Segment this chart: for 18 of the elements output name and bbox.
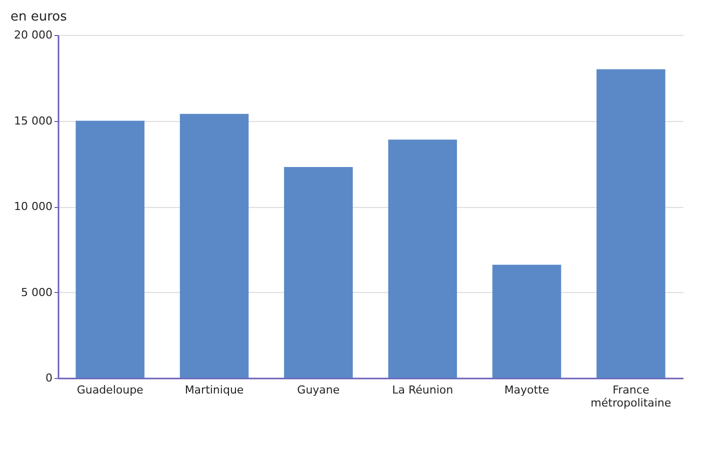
y-tick-label: 20 000 <box>14 28 52 42</box>
bar <box>492 264 562 378</box>
x-tick-label: Martinique <box>184 384 244 396</box>
x-tick-label: Guadeloupe <box>76 384 144 396</box>
bar <box>596 69 666 378</box>
y-tick-label: 10 000 <box>14 200 52 213</box>
y-axis-title: en euros <box>10 10 68 24</box>
bar <box>388 140 457 378</box>
x-tick-label: La Réunion <box>392 384 454 396</box>
y-tick-label: 0 <box>46 372 52 384</box>
y-tick-label: 5 000 <box>21 286 52 299</box>
bar <box>284 167 353 378</box>
x-tick-label: Mayotte <box>504 384 550 396</box>
x-tick-label: Guyane <box>297 384 340 396</box>
bar <box>76 120 144 378</box>
y-tick-label: 15 000 <box>14 114 52 128</box>
x-tick-label: France métropolitaine <box>590 384 672 410</box>
bar <box>180 114 249 378</box>
